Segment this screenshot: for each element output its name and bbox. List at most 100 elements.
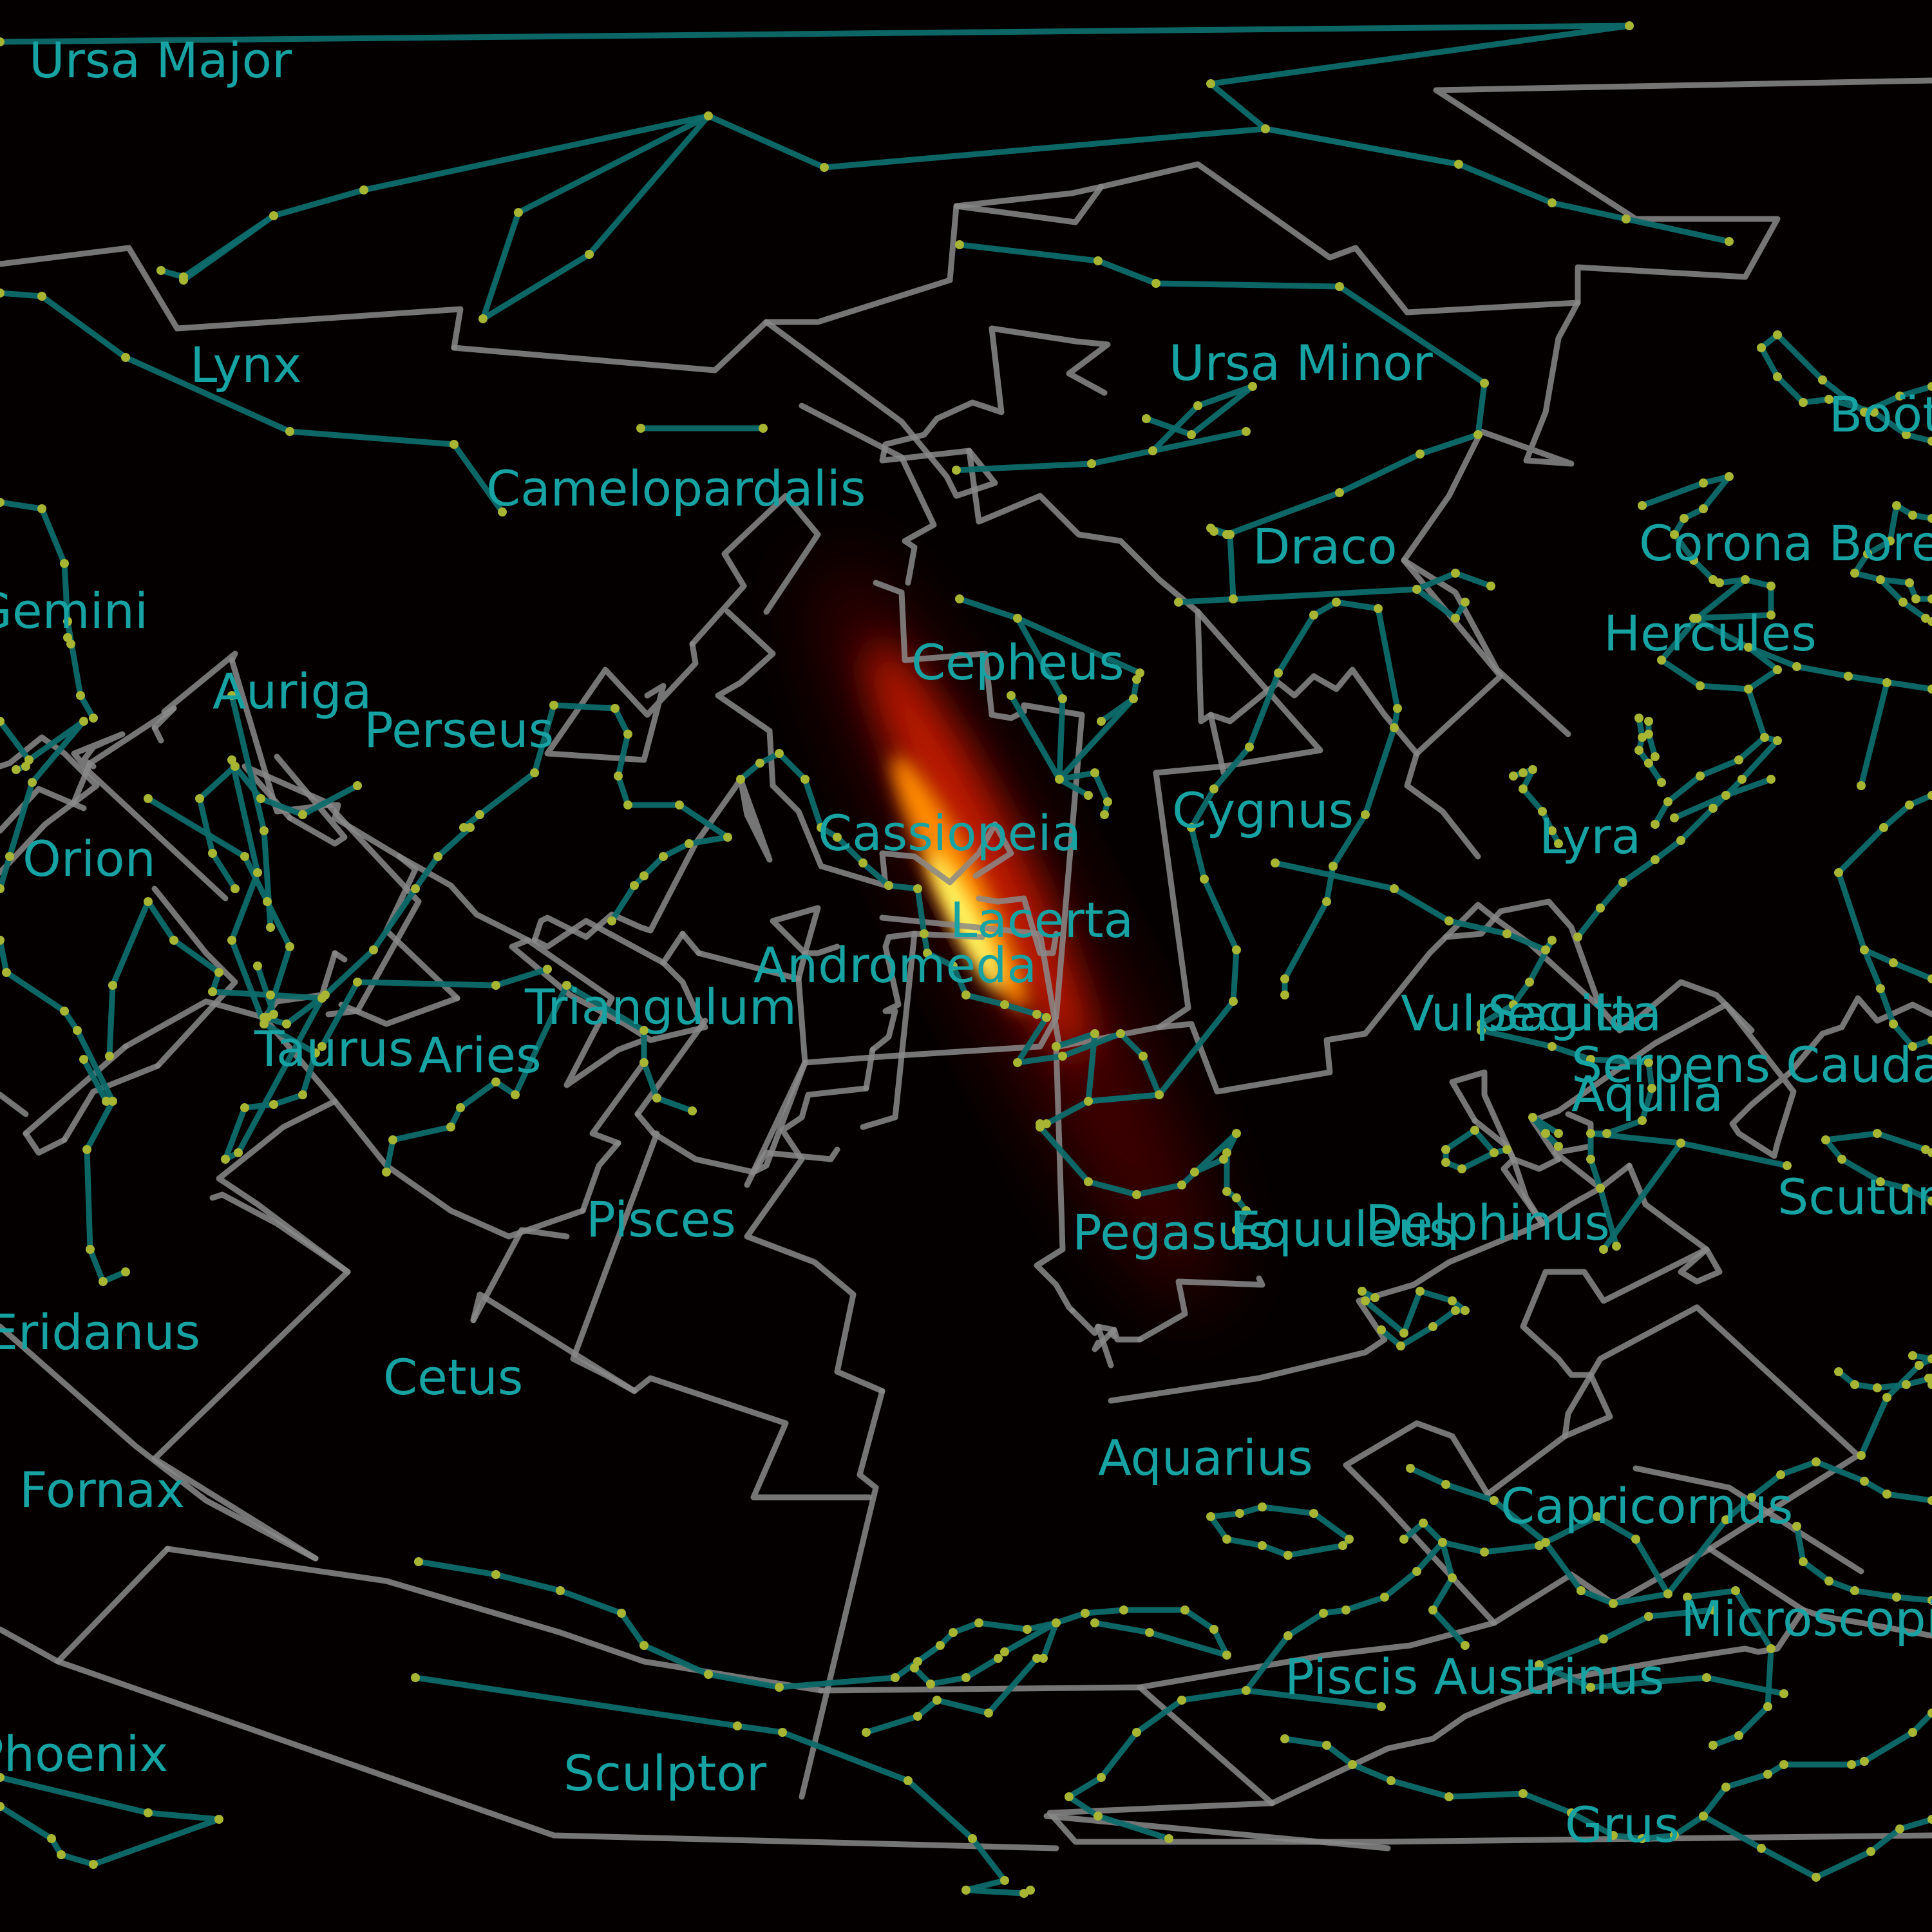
star-dot (820, 163, 829, 172)
boundary-segment (1510, 1156, 1546, 1227)
boundary-segment (209, 1191, 351, 1275)
star-dot (704, 1670, 713, 1679)
star-dot (1773, 330, 1782, 339)
star-dot (1177, 1696, 1186, 1705)
figure-line (1401, 1288, 1423, 1336)
star-dot (1763, 1702, 1772, 1711)
boundary-segment (631, 1375, 873, 1501)
star-dot (433, 852, 442, 861)
star-dot (179, 276, 188, 285)
star-dot (1232, 1226, 1241, 1235)
star-dot (1283, 1631, 1293, 1640)
star-dot (1097, 1773, 1106, 1782)
star-dot (1760, 733, 1769, 742)
star-dot (562, 981, 571, 990)
figure-line (1745, 686, 1768, 741)
figure-line (641, 834, 731, 879)
constellation-label: Cepheus (911, 634, 1124, 691)
star-dot (1892, 1593, 1901, 1602)
star-dot (214, 968, 223, 977)
star-dot (1374, 604, 1383, 613)
star-dot (1361, 1296, 1370, 1305)
figure-line (1536, 1607, 1716, 1668)
star-dot (1448, 1296, 1457, 1305)
star-dot (1860, 1477, 1869, 1486)
boundary-segment (55, 1658, 1059, 1852)
star-dot (1638, 501, 1647, 510)
boundary-segment (451, 203, 960, 374)
boundary-segment (1626, 1162, 1723, 1285)
boundary-segment (1034, 1043, 1075, 1314)
constellation-stars (0, 21, 1932, 1898)
figure-line (0, 1774, 222, 1868)
constellation-label: Pisces (586, 1191, 736, 1248)
star-dot (1242, 1206, 1251, 1215)
star-dot (1441, 1145, 1450, 1154)
star-dot (108, 1097, 117, 1106)
star-dot (1586, 1683, 1595, 1692)
star-dot (1747, 1493, 1756, 1502)
figure-line (58, 1852, 97, 1868)
star-dot (1406, 1464, 1415, 1473)
star-dot (1644, 1612, 1653, 1621)
star-dot (1596, 904, 1605, 913)
star-dot (1757, 343, 1766, 352)
star-dot (459, 823, 468, 832)
constellation-label: Corona Borealis (1639, 515, 1932, 572)
star-dot (1548, 1042, 1557, 1051)
star-dot (1390, 884, 1399, 893)
boundary-segment (750, 1146, 840, 1175)
constellation-label: Taurus (254, 1020, 414, 1077)
constellation-label: Aquila (1571, 1065, 1723, 1122)
star-dot (926, 1680, 935, 1689)
star-dot (1860, 945, 1869, 954)
figure-line (1343, 1539, 1446, 1613)
star-dot (1876, 984, 1885, 993)
star-dot (1519, 784, 1528, 793)
star-dot (1129, 694, 1138, 703)
star-dot (1631, 1535, 1640, 1544)
boundary-segment (763, 319, 998, 499)
boundary-segment (689, 493, 821, 647)
star-dot (1599, 1245, 1608, 1254)
figure-line (1723, 776, 1774, 799)
star-dot (1927, 1036, 1932, 1045)
boundary-segment (715, 609, 998, 889)
figure-line (196, 763, 238, 802)
figure-line (1575, 905, 1604, 940)
star-dot (105, 1052, 114, 1061)
figure-line (1658, 657, 1703, 689)
boundary-segment (509, 937, 708, 1043)
star-dot (1444, 916, 1454, 925)
star-dot (63, 617, 72, 626)
constellation-label: Lacerta (950, 891, 1133, 949)
star-dot (1416, 1287, 1425, 1296)
star-dot (1857, 1451, 1866, 1460)
boundary-segment (976, 895, 1059, 956)
star-dot (446, 1122, 455, 1132)
figure-line (370, 886, 419, 953)
star-dot (1638, 1834, 1647, 1843)
star-dot (260, 826, 269, 835)
constellation-label: Sculptor (564, 1745, 767, 1802)
star-dot (0, 717, 5, 726)
boundary-segment (531, 776, 744, 943)
boundary-segment (1095, 1323, 1114, 1368)
boundary-segment (1449, 1069, 1517, 1162)
star-dot (1412, 1567, 1421, 1576)
star-dot (450, 440, 459, 449)
star-dot (1699, 1812, 1708, 1821)
boundary-segment (61, 1063, 161, 1143)
star-dot (1915, 1361, 1924, 1370)
constellation-label: Cygnus (1172, 782, 1354, 839)
star-dot (353, 978, 362, 987)
star-dot (1090, 768, 1099, 777)
boundary-segment (332, 1098, 586, 1240)
star-dot (1206, 524, 1215, 533)
figure-line (1053, 1607, 1188, 1626)
boundary-segment (799, 1388, 886, 1800)
star-dot (1911, 594, 1920, 603)
star-dot (1609, 1599, 1618, 1608)
star-dot (1689, 556, 1698, 565)
constellation-boundaries (0, 77, 1932, 1852)
